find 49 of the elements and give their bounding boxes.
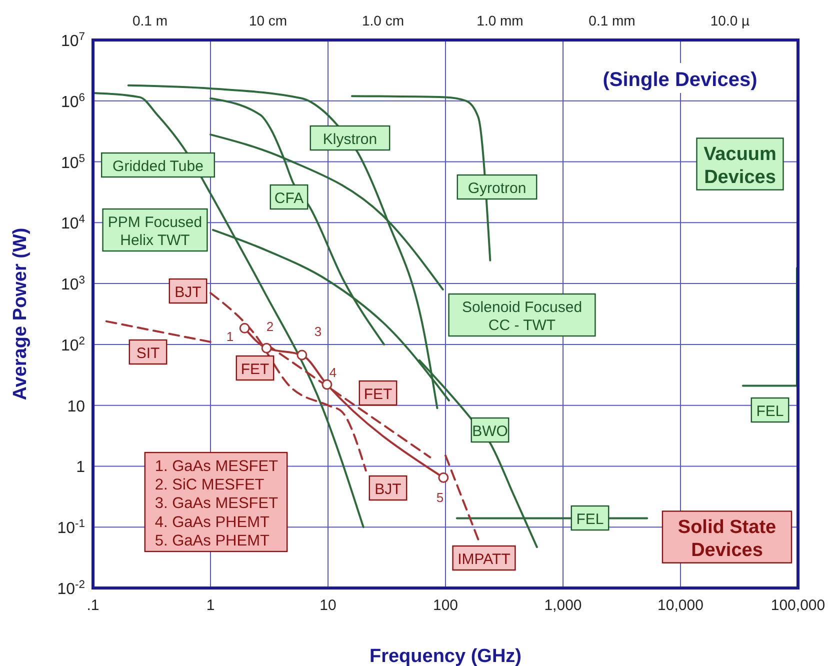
annotation: 1	[226, 329, 234, 344]
x-tick-label: 10,000	[658, 597, 704, 614]
annotation: FET	[364, 386, 392, 403]
y-tick-label: 10$^{-1}$	[57, 518, 85, 538]
x-axis-title: Frequency (GHz)	[369, 646, 522, 666]
x-tick-label: .1	[86, 597, 100, 614]
annotation: BWO	[472, 423, 508, 440]
annotation: 1. GaAs MESFET 2. SiC MESFET 3. GaAs MESFET 4. GaAs PHEMT 5. GaAs PHEMT	[154, 458, 279, 550]
y-tick-label: 10$^{3}$	[60, 274, 85, 294]
y-tick-label: 10$^{6}$	[60, 92, 85, 111]
annotation: BJT	[174, 284, 202, 301]
annotation: SIT	[136, 345, 160, 362]
x-tick-label: 1,000	[544, 597, 582, 614]
annotation: CFA	[274, 190, 304, 207]
text: 1.0 cm	[362, 12, 404, 29]
text: 0.1 m	[132, 12, 168, 29]
annotation: 3	[314, 324, 322, 340]
annotation: 4	[329, 365, 337, 380]
y-tick-label: 10$^{7}$	[60, 31, 85, 50]
annotation: Gyrotron	[468, 180, 526, 197]
y-tick-label: 10$^{-2}$	[57, 579, 85, 598]
annotation: BJT	[374, 481, 402, 498]
annotation: 5	[436, 490, 444, 506]
y-tick-label: 10$^{2}$	[60, 335, 85, 354]
x-tick-label: 100	[432, 597, 458, 614]
annotation: PPM Focused Helix TWT	[108, 214, 202, 249]
y-tick-label: 10	[67, 398, 86, 416]
annotation: FEL	[576, 511, 604, 528]
text: 0.1 mm	[588, 12, 636, 29]
annotation: Solid State Devices	[678, 517, 776, 561]
annotation: IMPATT	[458, 551, 510, 568]
y-axis-title: Average Power (W)	[10, 228, 31, 400]
text: 10.0 µ	[710, 12, 750, 29]
text: 10 cm	[248, 12, 288, 29]
annotation: Klystron	[322, 131, 378, 148]
annotation: 2	[266, 319, 274, 334]
x-tick-label: 1	[206, 597, 215, 614]
x-tick-label: 10	[320, 597, 336, 614]
annotation: FET	[240, 361, 270, 378]
annotation: (Single Devices)	[602, 69, 758, 91]
x-tick-label: 100,000	[770, 597, 826, 614]
text: 1.0 mm	[476, 12, 524, 29]
y-tick-label: 10$^{5}$	[60, 152, 85, 172]
annotation: Solenoid Focused CC - TWT	[462, 299, 582, 334]
annotation: FEL	[756, 403, 784, 420]
y-tick-label: 1	[76, 459, 86, 476]
annotation: Vacuum Devices	[704, 144, 776, 188]
y-tick-label: 10$^{4}$	[60, 214, 85, 233]
annotation: Gridded Tube	[112, 158, 204, 175]
